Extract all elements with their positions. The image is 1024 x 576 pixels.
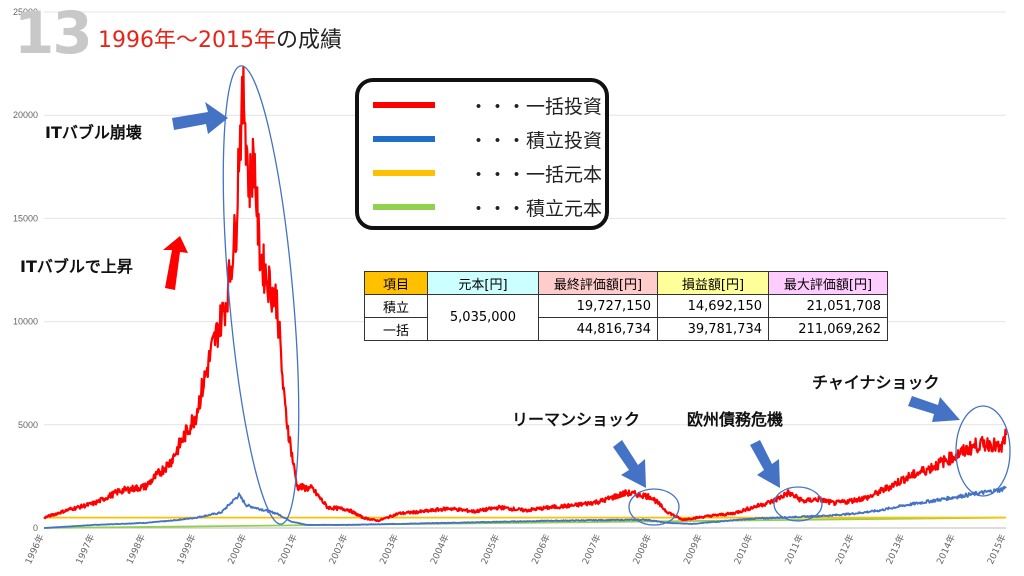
legend-swatch bbox=[373, 204, 435, 210]
legend-item-dca-invest: ・・・積立投資 bbox=[369, 126, 603, 156]
x-tick-label: 2003年 bbox=[377, 532, 401, 566]
x-tick-label: 2015年 bbox=[984, 532, 1008, 566]
row-item: 積立 bbox=[364, 294, 428, 318]
legend-swatch bbox=[373, 170, 435, 176]
x-tick-label: 2006年 bbox=[529, 532, 553, 566]
x-tick-label: 1998年 bbox=[124, 532, 148, 566]
table-row: 一括 44,816,734 39,781,734 211,069,262 bbox=[364, 317, 888, 341]
header-final: 最終評価額[円] bbox=[538, 271, 658, 295]
y-tick-label: 5000 bbox=[18, 420, 38, 430]
legend-item-lump-invest: ・・・一括投資 bbox=[369, 92, 603, 122]
y-tick-label: 10000 bbox=[13, 317, 38, 327]
china-arrow bbox=[908, 396, 960, 422]
legend-label: ・・・積立元本 bbox=[469, 198, 603, 220]
x-tick-label: 2008年 bbox=[630, 532, 654, 566]
euro-arrow bbox=[750, 440, 780, 488]
legend-item-lump-principal: ・・・一括元本 bbox=[369, 160, 603, 190]
slide-number: 13 bbox=[14, 0, 93, 67]
row-principal: 5,035,000 bbox=[427, 294, 539, 341]
table-row: 積立 5,035,000 19,727,150 14,692,150 21,05… bbox=[364, 294, 888, 341]
lehman-arrow bbox=[613, 440, 646, 488]
annotation-it-rise: ITバブルで上昇 bbox=[20, 257, 133, 276]
callouts bbox=[163, 65, 1011, 526]
y-axis-ticks: 0 5000 10000 15000 20000 25000 bbox=[13, 7, 38, 533]
x-tick-label: 2014年 bbox=[934, 532, 958, 566]
annotation-lehman: リーマンショック bbox=[512, 410, 641, 429]
y-tick-label: 20000 bbox=[13, 110, 38, 120]
legend-label: ・・・一括元本 bbox=[469, 164, 603, 186]
euro-ellipse bbox=[773, 486, 823, 522]
y-tick-label: 15000 bbox=[13, 213, 38, 223]
row-profit: 39,781,734 bbox=[657, 317, 769, 341]
header-principal: 元本[円] bbox=[427, 271, 539, 295]
x-tick-label: 2011年 bbox=[782, 532, 806, 566]
header-max: 最大評価額[円] bbox=[768, 271, 888, 295]
series-group bbox=[43, 65, 1008, 529]
legend-swatch bbox=[373, 136, 435, 142]
legend-label: ・・・積立投資 bbox=[469, 130, 603, 152]
series-line-lump-invest bbox=[43, 65, 1008, 523]
x-tick-label: 2013年 bbox=[883, 532, 907, 566]
x-tick-label: 2004年 bbox=[427, 532, 451, 566]
x-tick-label: 2010年 bbox=[731, 532, 755, 566]
x-tick-label: 2000年 bbox=[225, 532, 249, 566]
annotation-china: チャイナショック bbox=[812, 373, 940, 392]
x-tick-label: 1999年 bbox=[174, 532, 198, 566]
title-years: 1996年〜2015年 bbox=[98, 28, 276, 53]
row-max: 21,051,708 bbox=[768, 294, 888, 318]
it-crash-ellipse bbox=[222, 65, 300, 525]
annotation-it-crash: ITバブル崩壊 bbox=[45, 123, 142, 142]
legend-label: ・・・一括投資 bbox=[469, 96, 603, 118]
row-profit: 14,692,150 bbox=[657, 294, 769, 318]
annotation-euro: 欧州債務危機 bbox=[687, 410, 784, 429]
y-tick-label: 0 bbox=[33, 523, 38, 533]
x-tick-label: 2012年 bbox=[832, 532, 856, 566]
row-item: 一括 bbox=[364, 317, 428, 341]
row-final: 19,727,150 bbox=[538, 294, 658, 318]
series-line-dca-principal bbox=[43, 516, 1007, 529]
row-final: 44,816,734 bbox=[538, 317, 658, 341]
x-axis-ticks: 1996年 1997年 1998年 1999年 2000年 2001年 2002年 2003年… bbox=[22, 532, 1008, 566]
header-profit: 損益額[円] bbox=[657, 271, 769, 295]
page-title: 1996年〜2015年の成績 bbox=[98, 22, 342, 54]
legend-swatch bbox=[373, 102, 435, 108]
it-rise-arrow bbox=[163, 236, 188, 290]
legend: ・・・一括投資 ・・・積立投資 ・・・一括元本 ・・・積立元本 bbox=[355, 78, 609, 230]
series-line-dca-invest bbox=[43, 485, 1007, 529]
x-tick-label: 1997年 bbox=[73, 532, 97, 566]
x-tick-label: 2007年 bbox=[579, 532, 603, 566]
row-max: 211,069,262 bbox=[768, 317, 888, 341]
header-item: 項目 bbox=[364, 271, 428, 295]
lehman-ellipse bbox=[628, 488, 680, 526]
legend-item-dca-principal: ・・・積立元本 bbox=[369, 194, 603, 224]
x-tick-label: 2005年 bbox=[478, 532, 502, 566]
china-ellipse bbox=[955, 405, 1011, 497]
it-crash-arrow bbox=[172, 102, 228, 134]
x-tick-label: 2001年 bbox=[276, 532, 300, 566]
results-table: 項目 元本[円] 最終評価額[円] 損益額[円] 最大評価額[円] 積立 5,0… bbox=[364, 271, 888, 341]
title-suffix: の成績 bbox=[275, 28, 342, 53]
x-tick-label: 1996年 bbox=[22, 532, 46, 566]
table-header-row: 項目 元本[円] 最終評価額[円] 損益額[円] 最大評価額[円] bbox=[364, 271, 888, 295]
x-tick-label: 2002年 bbox=[326, 532, 350, 566]
x-tick-label: 2009年 bbox=[681, 532, 705, 566]
y-tick-label: 25000 bbox=[13, 7, 38, 17]
